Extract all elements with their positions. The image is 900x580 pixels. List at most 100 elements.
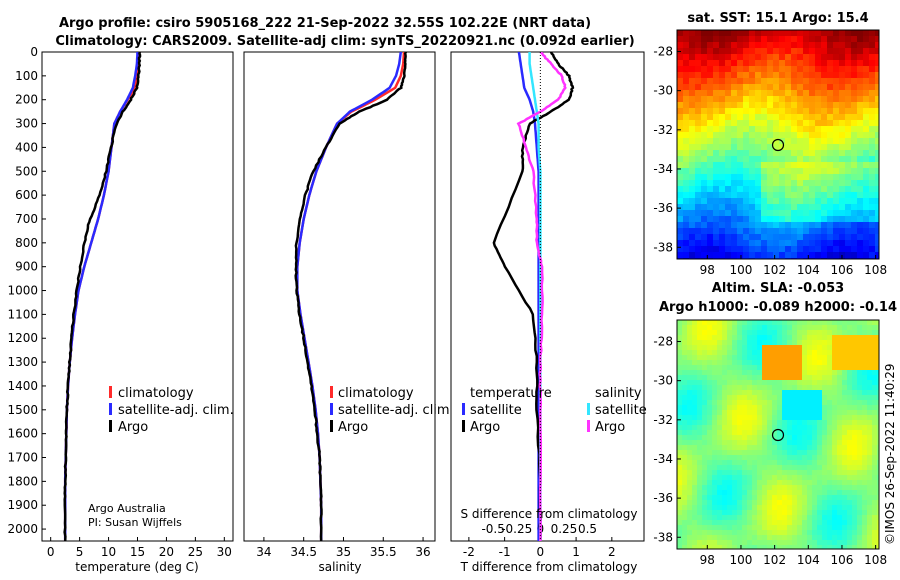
heatmap-cell	[857, 90, 864, 97]
heatmap-cell	[802, 540, 808, 546]
heatmap-cell	[683, 216, 690, 223]
heatmap-cell	[857, 530, 863, 536]
heatmap-cell	[701, 96, 708, 103]
heatmap-cell	[707, 465, 713, 471]
heatmap-cell	[719, 48, 726, 55]
heatmap-cell	[839, 126, 846, 133]
heatmap-cell	[772, 400, 778, 406]
heatmap-cell	[782, 390, 788, 396]
heatmap-cell	[837, 415, 843, 421]
heatmap-cell	[689, 252, 696, 259]
heatmap-cell	[869, 66, 876, 73]
heatmap-cell	[877, 505, 880, 511]
heatmap-cell	[782, 385, 788, 391]
heatmap-cell	[822, 530, 828, 536]
heatmap-cell	[719, 102, 726, 109]
heatmap-cell	[695, 204, 702, 211]
heatmap-cell	[689, 198, 696, 205]
heatmap-cell	[737, 370, 743, 376]
heatmap-cell	[722, 405, 728, 411]
heatmap-cell	[857, 204, 864, 211]
heatmap-cell	[701, 144, 708, 151]
heatmap-cell	[832, 525, 838, 531]
heatmap-cell	[772, 370, 778, 376]
heatmap-cell	[737, 530, 743, 536]
heatmap-cell	[875, 138, 880, 145]
heatmap-cell	[687, 405, 693, 411]
heatmap-cell	[727, 510, 733, 516]
heatmap-cell	[727, 420, 733, 426]
heatmap-cell	[792, 480, 798, 486]
heatmap-cell	[862, 335, 868, 341]
y-tick-label: 1000	[7, 284, 38, 298]
heatmap-cell	[761, 138, 768, 145]
heatmap-cell	[822, 340, 828, 346]
heatmap-cell	[782, 365, 788, 371]
heatmap-cell	[752, 535, 758, 541]
heatmap-cell	[802, 355, 808, 361]
heatmap-cell	[802, 335, 808, 341]
heatmap-cell	[712, 420, 718, 426]
heatmap-cell	[802, 440, 808, 446]
heatmap-cell	[713, 228, 720, 235]
heatmap-cell	[807, 455, 813, 461]
heatmap-cell	[779, 162, 786, 169]
heatmap-cell	[839, 120, 846, 127]
heatmap-cell	[842, 440, 848, 446]
sst-heatmap	[677, 30, 880, 260]
heatmap-cell	[872, 355, 878, 361]
heatmap-cell	[687, 370, 693, 376]
heatmap-cell	[742, 520, 748, 526]
heatmap-cell	[757, 535, 763, 541]
heatmap-cell	[697, 520, 703, 526]
heatmap-cell	[815, 228, 822, 235]
heatmap-cell	[742, 485, 748, 491]
heatmap-cell	[797, 405, 803, 411]
heatmap-cell	[737, 385, 743, 391]
heatmap-cell	[869, 36, 876, 43]
heatmap-cell	[809, 42, 816, 49]
heatmap-cell	[851, 240, 858, 247]
x-tick-label: -2	[463, 545, 475, 559]
heatmap-cell	[755, 204, 762, 211]
heatmap-cell	[725, 252, 732, 259]
heatmap-cell	[707, 42, 714, 49]
heatmap-cell	[862, 480, 868, 486]
y-tick-label: 100	[15, 69, 38, 83]
heatmap-cell	[777, 395, 783, 401]
heatmap-cell	[712, 405, 718, 411]
heatmap-cell	[857, 198, 864, 205]
heatmap-cell	[767, 72, 774, 79]
heatmap-cell	[872, 445, 878, 451]
heatmap-cell	[689, 30, 696, 37]
heatmap-cell	[792, 520, 798, 526]
heatmap-cell	[875, 78, 880, 85]
heatmap-cell	[767, 420, 773, 426]
heatmap-cell	[869, 210, 876, 217]
heatmap-cell	[822, 470, 828, 476]
y-tick-label: 500	[15, 164, 38, 178]
heatmap-cell	[722, 345, 728, 351]
heatmap-cell	[782, 480, 788, 486]
heatmap-cell	[827, 42, 834, 49]
heatmap-cell	[863, 198, 870, 205]
heatmap-cell	[757, 515, 763, 521]
heatmap-cell	[713, 156, 720, 163]
heatmap-cell	[787, 460, 793, 466]
heatmap-cell	[677, 180, 684, 187]
heatmap-cell	[877, 335, 880, 341]
heatmap-cell	[837, 380, 843, 386]
heatmap-cell	[767, 138, 774, 145]
heatmap-cell	[767, 400, 773, 406]
heatmap-cell	[677, 72, 684, 79]
heatmap-cell	[857, 495, 863, 501]
heatmap-cell	[677, 430, 683, 436]
heatmap-cell	[767, 450, 773, 456]
heatmap-cell	[779, 168, 786, 175]
heatmap-cell	[727, 455, 733, 461]
heatmap-cell	[875, 42, 880, 49]
heatmap-cell	[802, 320, 808, 326]
heatmap-cell	[815, 210, 822, 217]
heatmap-cell	[857, 380, 863, 386]
heatmap-cell	[717, 510, 723, 516]
